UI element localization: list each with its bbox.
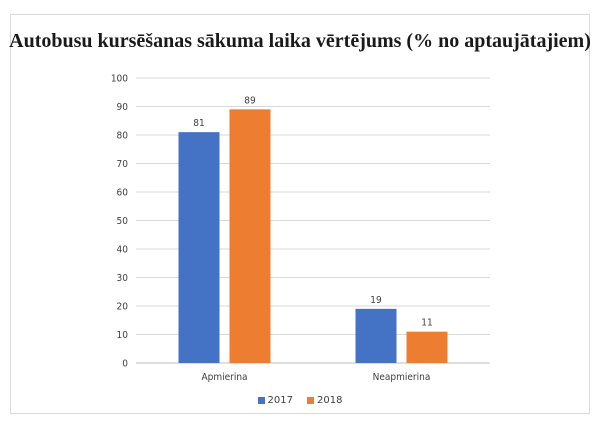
bars <box>178 109 448 363</box>
data-label: 11 <box>421 318 432 329</box>
legend-swatch <box>257 397 265 404</box>
y-tick-label: 60 <box>117 188 129 199</box>
bar-2017-neapmierina <box>355 308 397 363</box>
chart-frame <box>10 14 590 414</box>
y-tick-label: 0 <box>122 359 128 370</box>
bar-2018-apmierina <box>229 109 271 363</box>
legend-item-2018: 2018 <box>307 395 342 406</box>
y-tick-label: 90 <box>117 102 129 113</box>
x-axis-categories: Apmierina Neapmierina <box>201 372 430 383</box>
data-labels: 81 89 19 11 <box>193 95 432 328</box>
x-category-label: Apmierina <box>201 372 247 383</box>
x-category-label: Neapmierina <box>373 372 431 383</box>
data-label: 81 <box>193 118 204 129</box>
y-tick-label: 10 <box>117 330 129 341</box>
legend-label: 2018 <box>317 395 343 406</box>
bar-2018-neapmierina <box>406 331 448 363</box>
y-tick-label: 50 <box>117 216 129 227</box>
y-tick-label: 40 <box>117 245 129 256</box>
chart-title: Autobusu kursēšanas sākuma laika vērtēju… <box>9 30 591 52</box>
y-tick-label: 20 <box>117 302 129 313</box>
bar-2017-apmierina <box>178 132 220 363</box>
data-label: 19 <box>370 295 382 306</box>
y-tick-label: 100 <box>111 74 128 85</box>
legend-item-2017: 2017 <box>257 395 293 406</box>
y-tick-label: 30 <box>117 273 129 284</box>
y-tick-label: 70 <box>117 159 129 170</box>
legend-swatch <box>307 397 314 404</box>
y-tick-label: 80 <box>117 131 129 142</box>
legend-label: 2017 <box>267 395 293 406</box>
legend: 2017 2018 <box>0 395 600 406</box>
data-label: 89 <box>244 95 256 106</box>
y-axis-ticks: 0 10 20 30 40 50 60 70 80 90 100 <box>111 74 128 370</box>
